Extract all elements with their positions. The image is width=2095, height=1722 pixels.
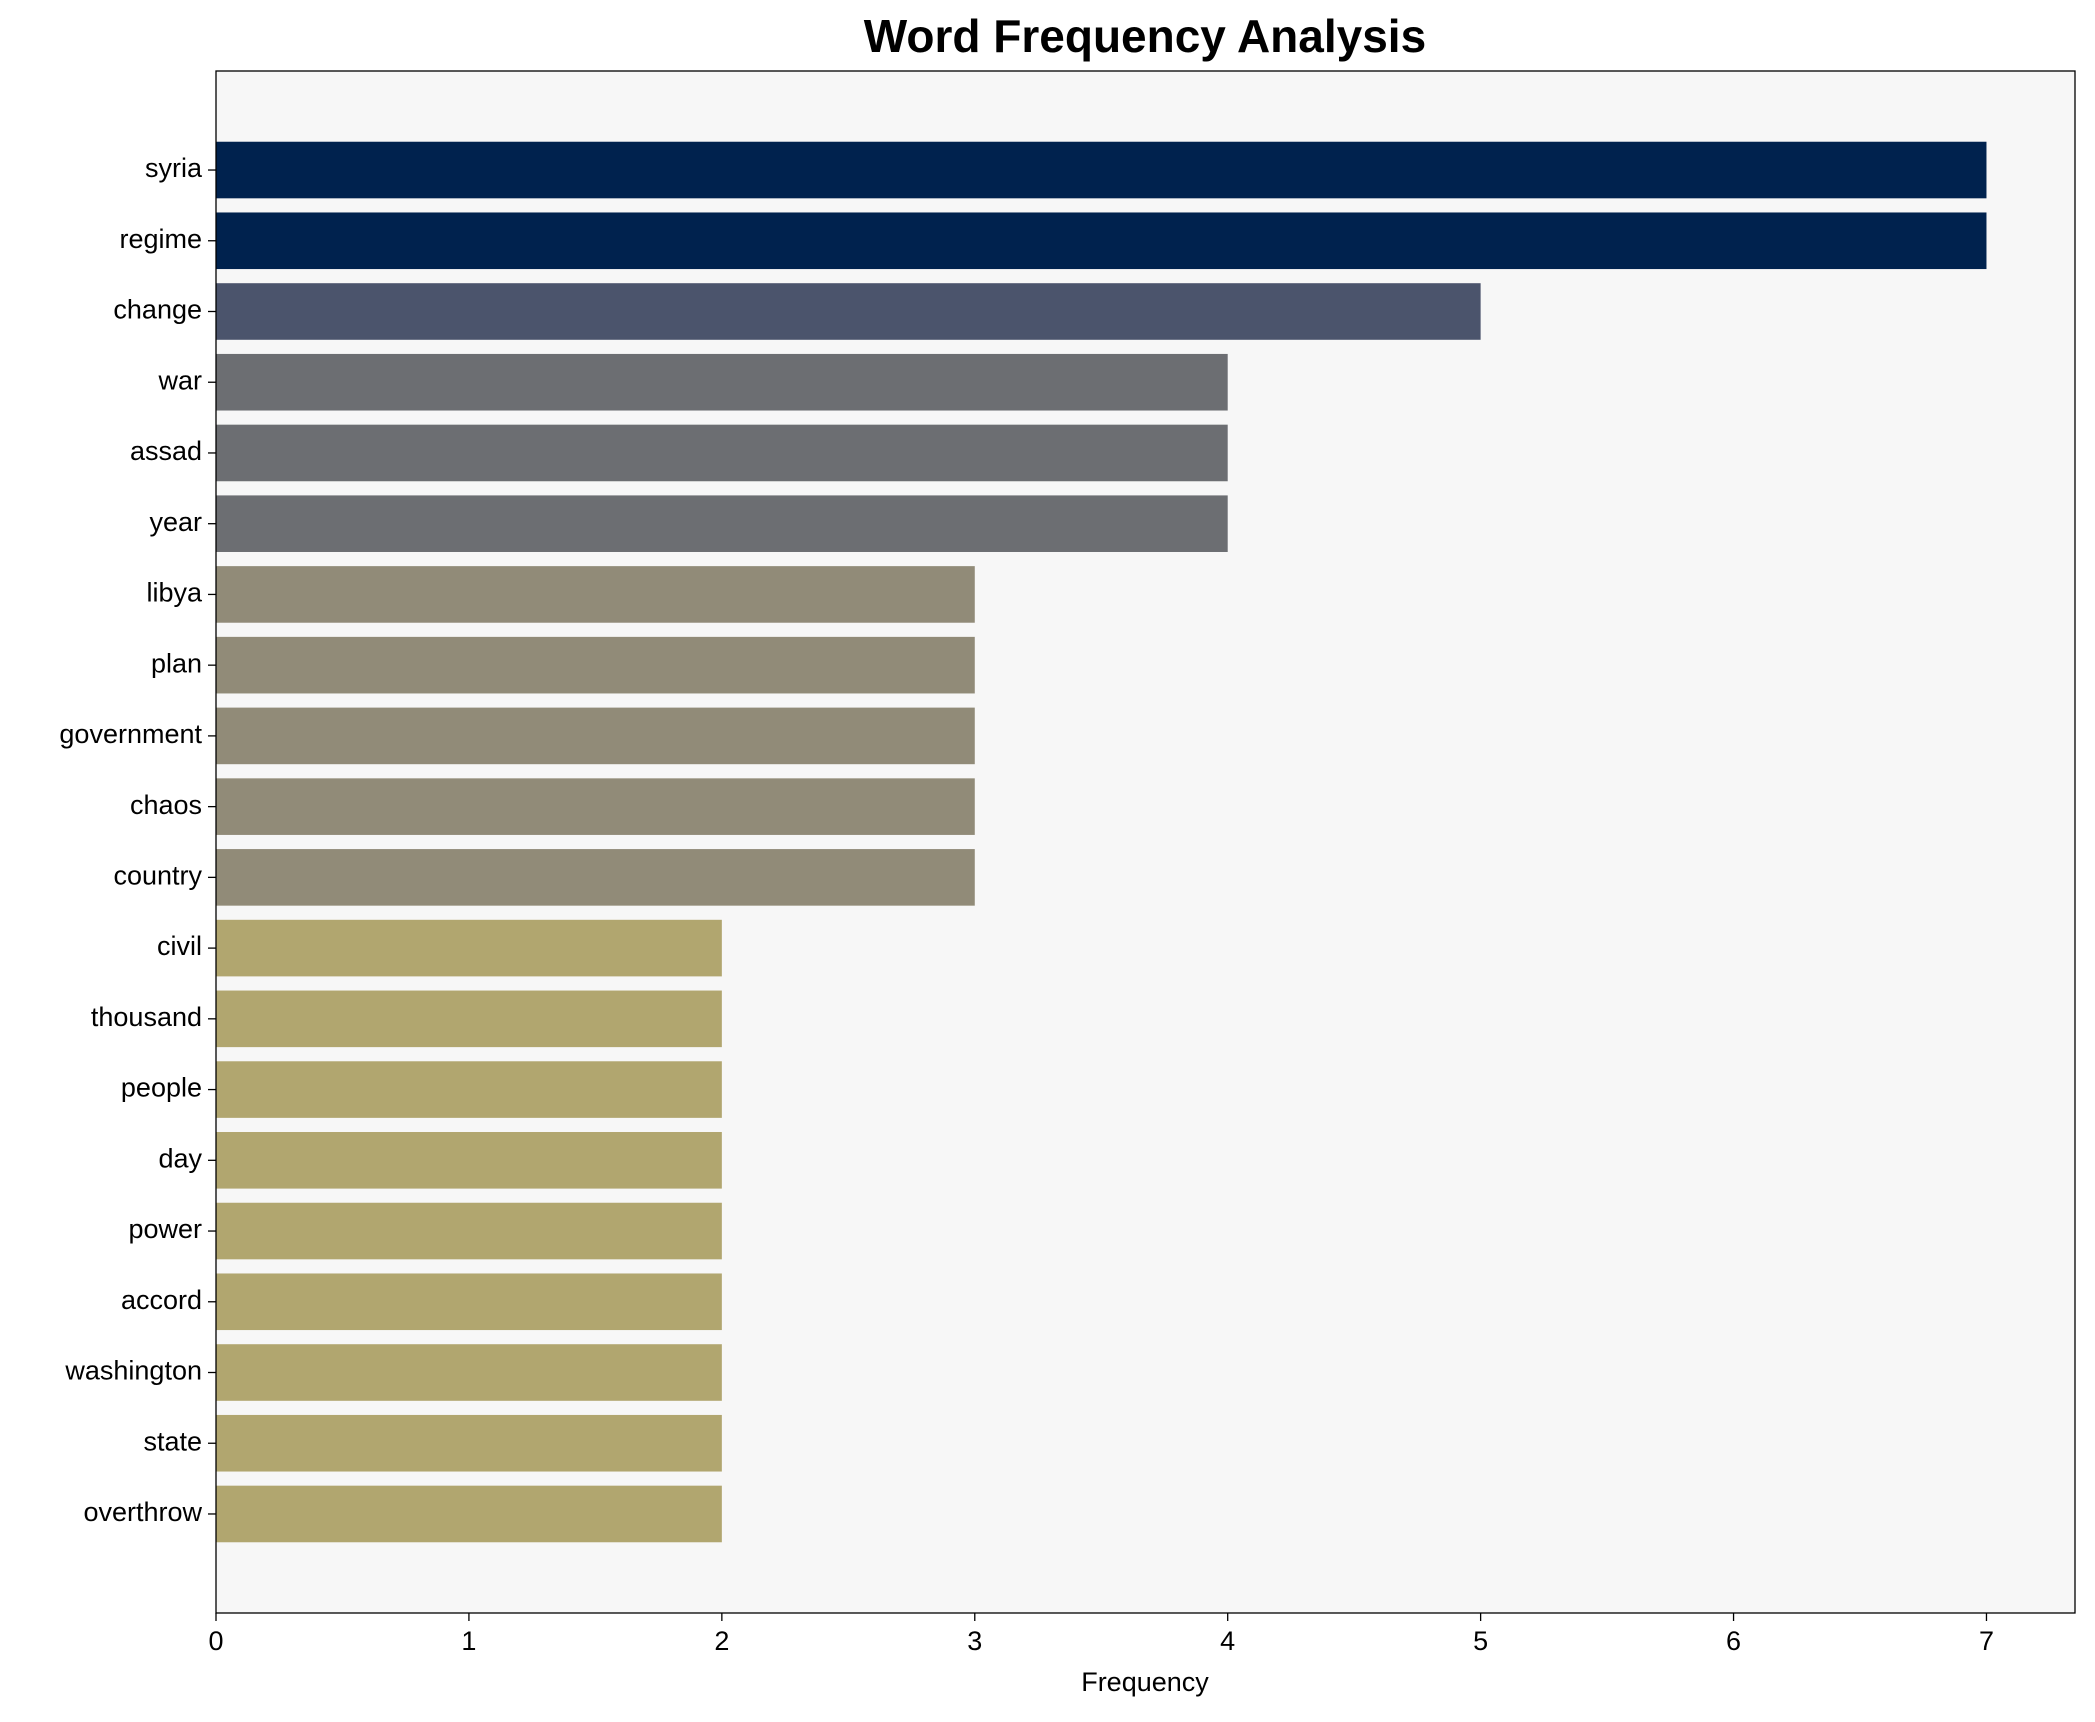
x-tick-label: 3 <box>967 1626 982 1656</box>
bar <box>216 990 722 1048</box>
y-tick-label: thousand <box>91 1002 202 1032</box>
x-tick-label: 5 <box>1473 1626 1488 1656</box>
y-tick-label: accord <box>121 1285 202 1315</box>
bar <box>216 353 1228 411</box>
y-tick-label: change <box>113 295 202 325</box>
y-tick-label: regime <box>119 224 202 254</box>
y-tick-label: day <box>158 1143 202 1173</box>
bar <box>216 1485 722 1543</box>
y-tick-label: state <box>143 1426 202 1456</box>
bar <box>216 778 975 835</box>
x-tick-label: 2 <box>714 1626 729 1656</box>
y-tick-label: syria <box>145 153 203 183</box>
y-tick-label: libya <box>146 578 203 608</box>
y-tick-label: government <box>59 719 202 749</box>
bar <box>216 919 722 977</box>
bar <box>216 1202 722 1260</box>
bar <box>216 707 975 765</box>
bar <box>216 495 1228 552</box>
bar <box>216 1061 722 1118</box>
y-tick-label: washington <box>64 1356 202 1386</box>
y-tick-label: people <box>121 1073 202 1103</box>
x-tick-label: 4 <box>1220 1626 1235 1656</box>
bar <box>216 1273 722 1331</box>
y-tick-label: chaos <box>130 790 202 820</box>
x-axis-label: Frequency <box>1081 1667 1209 1697</box>
chart-title: Word Frequency Analysis <box>864 10 1426 62</box>
plot-frame <box>215 70 2076 1614</box>
y-tick-label: country <box>113 860 202 890</box>
y-tick-label: year <box>149 507 202 537</box>
y-tick-label: war <box>157 365 202 395</box>
bar <box>216 1344 722 1401</box>
x-tick-label: 0 <box>208 1626 223 1656</box>
y-tick-label: civil <box>157 931 202 961</box>
bar <box>216 212 1987 270</box>
bar <box>216 636 975 694</box>
y-tick-label: overthrow <box>83 1497 202 1527</box>
y-tick-label: assad <box>130 436 202 466</box>
bar <box>216 283 1481 340</box>
bar <box>216 1132 722 1189</box>
y-tick-label: plan <box>151 648 202 678</box>
y-tick-label: power <box>128 1214 202 1244</box>
x-tick-label: 6 <box>1726 1626 1741 1656</box>
x-tick-label: 1 <box>461 1626 476 1656</box>
x-tick-label: 7 <box>1979 1626 1994 1656</box>
bar <box>216 566 975 623</box>
bar <box>216 424 1228 482</box>
bar <box>216 849 975 906</box>
bar <box>216 1414 722 1472</box>
bar <box>216 141 1987 199</box>
